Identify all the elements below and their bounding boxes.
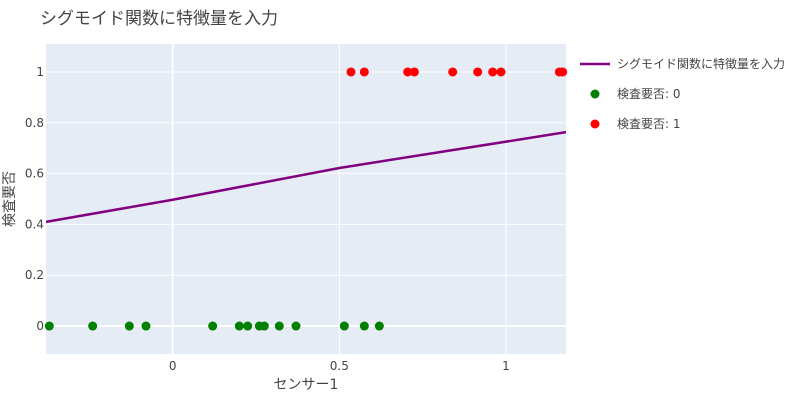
data-point-class-2[interactable] (448, 67, 458, 77)
data-point-class-2[interactable] (403, 67, 413, 77)
legend-label: 検査要否: 1 (617, 117, 681, 131)
data-point-class-1[interactable] (243, 321, 253, 331)
data-point-class-1[interactable] (374, 321, 384, 331)
x-axis-ticks: 0 0.5 1 (169, 359, 510, 373)
data-point-class-1[interactable] (359, 321, 369, 331)
legend-label: 検査要否: 0 (617, 87, 681, 101)
data-point-class-2[interactable] (346, 67, 356, 77)
data-point-class-2[interactable] (359, 67, 369, 77)
data-point-class-2[interactable] (558, 67, 568, 77)
data-point-class-1[interactable] (44, 321, 54, 331)
legend-label: シグモイド関数に特徴量を入力 (617, 56, 785, 71)
data-point-class-1[interactable] (124, 321, 134, 331)
data-point-class-1[interactable] (234, 321, 244, 331)
data-point-class-1[interactable] (339, 321, 349, 331)
sigmoid-line (45, 130, 567, 224)
legend-marker-swatch (590, 89, 600, 99)
y-tick-label: 0 (36, 319, 44, 333)
y-tick-label: 1 (36, 65, 44, 79)
y-tick-label: 0.6 (25, 167, 44, 181)
y-axis-ticks: 0 0.2 0.4 0.6 0.8 1 (25, 65, 44, 333)
data-point-class-1[interactable] (208, 321, 218, 331)
y-tick-label: 0.4 (25, 217, 44, 231)
series-layer (44, 67, 568, 331)
y-tick-label: 0.2 (25, 268, 44, 282)
x-tick-label: 1 (502, 359, 510, 373)
data-point-class-2[interactable] (409, 67, 419, 77)
data-point-class-2[interactable] (496, 67, 506, 77)
data-point-class-1[interactable] (259, 321, 269, 331)
legend-item[interactable]: 検査要否: 1 (590, 117, 681, 131)
data-point-class-2[interactable] (488, 67, 498, 77)
chart-title: シグモイド関数に特徴量を入力 (40, 9, 278, 29)
x-axis-title: センサー1 (274, 377, 339, 393)
data-point-class-2[interactable] (473, 67, 483, 77)
y-axis-title: 検査要否 (2, 171, 18, 227)
legend-item[interactable]: シグモイド関数に特徴量を入力 (580, 56, 785, 71)
y-tick-label: 0.8 (25, 116, 44, 130)
plot-area (46, 44, 566, 354)
x-tick-label: 0.5 (330, 359, 349, 373)
data-point-class-1[interactable] (141, 321, 151, 331)
data-point-class-1[interactable] (274, 321, 284, 331)
data-point-class-1[interactable] (291, 321, 301, 331)
data-point-class-1[interactable] (88, 321, 98, 331)
x-tick-label: 0 (169, 359, 177, 373)
legend-item[interactable]: 検査要否: 0 (590, 87, 681, 101)
legend-marker-swatch (590, 119, 600, 129)
